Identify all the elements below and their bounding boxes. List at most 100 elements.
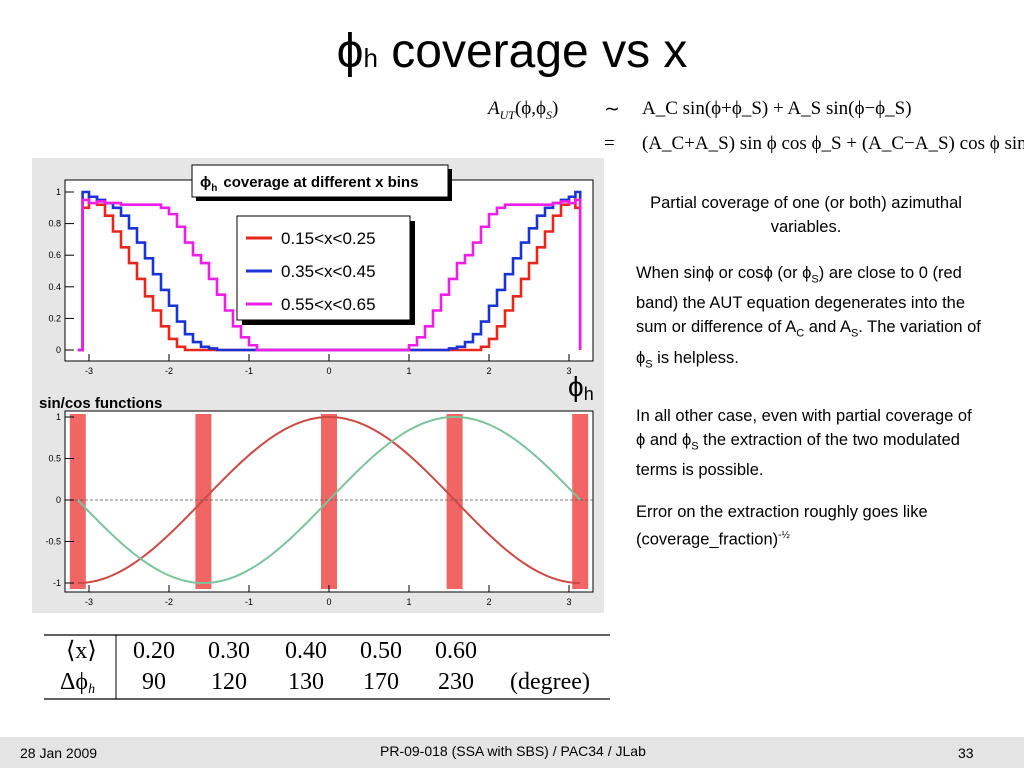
text-paragraph-3: In all other case, even with partial cov… bbox=[636, 404, 981, 482]
table-x-value: 0.50 bbox=[360, 638, 402, 664]
top-y-tick-label: 0.8 bbox=[48, 219, 61, 229]
eq-lhs-a: A bbox=[488, 98, 500, 119]
bottom-y-tick-label: -1 bbox=[53, 578, 61, 588]
p3-phi1: ϕ bbox=[636, 431, 646, 449]
p3-a: In all other case, even with partial cov… bbox=[636, 407, 972, 425]
zero-band bbox=[321, 414, 337, 589]
table-phi-value: 130 bbox=[288, 669, 324, 695]
top-title-label: coverage at different x bins bbox=[223, 174, 418, 191]
bottom-x-tick-label: 1 bbox=[406, 597, 411, 607]
p3-phi2: ϕ bbox=[681, 431, 692, 449]
top-x-tick-label: 0 bbox=[326, 366, 331, 376]
top-axis-label: ϕh bbox=[568, 371, 594, 404]
zero-band bbox=[572, 414, 589, 589]
p4-sup: -½ bbox=[778, 530, 790, 541]
equation-line2: (A_C+A_S) sin ϕ cos ϕ_S + (A_C−A_S) cos … bbox=[642, 133, 1024, 154]
title-subscript: h bbox=[363, 43, 378, 73]
eq-lhs-sub: UT bbox=[499, 107, 515, 122]
bottom-plot-axes: -1 -0.5 0 0.5 1 -3 -2 -1 0 1 2 3 bbox=[45, 412, 593, 607]
table-phi-value: 120 bbox=[211, 669, 247, 695]
text-paragraph-1: Partial coverage of one (or both) azimut… bbox=[650, 194, 962, 236]
bottom-x-tick-label: -2 bbox=[165, 597, 173, 607]
top-x-tick-label: -3 bbox=[85, 366, 93, 376]
table-cells: 0.20 0.30 0.40 0.50 0.60 90 120 130 170 230 bbox=[133, 638, 477, 695]
table-row2-head: Δϕh bbox=[60, 669, 95, 697]
p4-a: Error on the extraction roughly goes lik… bbox=[636, 503, 928, 549]
bottom-x-tick-label: 3 bbox=[566, 597, 571, 607]
sin-curve bbox=[77, 415, 581, 585]
p3-s: S bbox=[691, 440, 699, 453]
axis-label-sub: h bbox=[584, 384, 594, 404]
zero-band bbox=[446, 414, 463, 589]
cos-curve bbox=[77, 415, 581, 584]
top-title-sub: h bbox=[211, 183, 217, 194]
bottom-plot-lines bbox=[77, 415, 581, 585]
footer-date: 28 Jan 2009 bbox=[20, 745, 98, 761]
table-phi-value: 230 bbox=[438, 669, 474, 695]
bottom-y-tick-label: 1 bbox=[56, 412, 61, 422]
bottom-x-tick-label: 2 bbox=[486, 597, 491, 607]
equation-equals: = bbox=[604, 133, 615, 154]
p2-phi4: ϕ bbox=[636, 348, 646, 367]
bottom-y-tick-label: 0 bbox=[56, 495, 61, 505]
legend-entry-blue: 0.35<x<0.45 bbox=[281, 262, 376, 281]
top-title-phi: ϕ bbox=[200, 174, 211, 191]
p2-e: and A bbox=[804, 318, 851, 337]
top-plot-legend: 0.15<x<0.25 0.35<x<0.45 0.55<x<0.65 bbox=[236, 215, 415, 325]
table-phi-value: 170 bbox=[363, 669, 399, 695]
table-phi-value: 90 bbox=[142, 669, 166, 695]
p2-s2: S bbox=[850, 327, 859, 340]
p2-a: When sin bbox=[636, 264, 705, 282]
zero-band bbox=[195, 414, 212, 589]
p2-b: or cos bbox=[714, 264, 764, 282]
footer-page: 33 bbox=[958, 745, 974, 761]
table-x-value: 0.30 bbox=[208, 638, 250, 664]
p2-s3: S bbox=[645, 357, 653, 370]
footer-center: PR-09-018 (SSA with SBS) / PAC34 / JLab bbox=[380, 743, 646, 759]
top-x-tick-label: -2 bbox=[165, 366, 173, 376]
slide-title: ϕh coverage vs x bbox=[0, 22, 1024, 88]
top-x-tick-label: -1 bbox=[245, 366, 253, 376]
top-x-tick-label: 1 bbox=[406, 366, 411, 376]
top-y-tick-label: 0.2 bbox=[48, 313, 61, 323]
p2-phi2: ϕ bbox=[763, 264, 773, 282]
legend-entry-red: 0.15<x<0.25 bbox=[281, 229, 376, 248]
p3-c: the extraction of the two modulated term… bbox=[636, 431, 960, 480]
row2-head-symbol: Δϕ bbox=[60, 669, 88, 695]
bottom-y-tick-label: 0.5 bbox=[48, 454, 61, 464]
p2-d: ) are close to 0 (red band) the AUT equa… bbox=[636, 264, 966, 337]
equation-lhs: AUT(ϕ,ϕS) bbox=[488, 98, 558, 123]
row2-head-sub: h bbox=[88, 682, 95, 697]
plot-panel: 0 0.2 0.4 0.6 0.8 1 -3 -2 -1 0 1 2 3 0.15<x<0.25 0.3… bbox=[32, 158, 604, 613]
table-unit: (degree) bbox=[510, 669, 590, 695]
table-row1-head: ⟨x⟩ bbox=[66, 638, 97, 664]
p2-c-sub: C bbox=[796, 327, 805, 340]
p2-s1: S bbox=[811, 273, 819, 286]
top-y-tick-label: 1 bbox=[56, 187, 61, 197]
p2-phi1: ϕ bbox=[704, 264, 715, 282]
top-x-tick-label: 2 bbox=[486, 366, 491, 376]
axis-label-phi: ϕ bbox=[568, 371, 584, 402]
top-x-tick-label: 3 bbox=[566, 366, 571, 376]
bottom-x-tick-label: -1 bbox=[245, 597, 253, 607]
bottom-x-tick-label: 0 bbox=[326, 597, 331, 607]
equation-sim: ∼ bbox=[604, 99, 620, 120]
eq-lhs-args: (ϕ,ϕ bbox=[514, 98, 547, 119]
title-text: coverage vs x bbox=[391, 25, 688, 78]
table-x-value: 0.20 bbox=[133, 638, 175, 664]
table-x-value: 0.60 bbox=[435, 638, 477, 664]
text-paragraph-4: Error on the extraction roughly goes lik… bbox=[636, 500, 981, 552]
slide-footer: 28 Jan 2009 PR-09-018 (SSA with SBS) / P… bbox=[0, 737, 1024, 768]
top-y-tick-label: 0 bbox=[56, 345, 61, 355]
top-y-tick-label: 0.4 bbox=[48, 282, 61, 292]
bottom-x-tick-label: -3 bbox=[85, 597, 93, 607]
top-plot-title: ϕh coverage at different x bins bbox=[191, 164, 452, 201]
p2-phi3: ϕ bbox=[802, 264, 812, 282]
top-plot-lines bbox=[77, 190, 582, 352]
p2-f: . The variation of bbox=[858, 318, 981, 337]
p2-g: is helpless. bbox=[652, 348, 739, 367]
top-y-tick-label: 0.6 bbox=[48, 250, 61, 260]
equation-line1: A_C sin(ϕ+ϕ_S) + A_S sin(ϕ−ϕ_S) bbox=[642, 98, 912, 119]
p3-b: and bbox=[645, 431, 682, 449]
title-phi-symbol: ϕ bbox=[336, 25, 364, 78]
